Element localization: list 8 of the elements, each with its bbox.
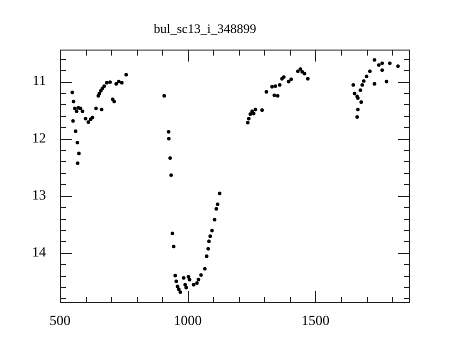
chart-title: bul_sc13_i_348899 (154, 21, 256, 36)
x-tick-label: 500 (50, 314, 70, 330)
x-tick-label: 1000 (174, 314, 202, 330)
y-tick-label: 11 (32, 74, 46, 90)
x-tick-label: 1500 (301, 314, 330, 330)
y-tick-label: 12 (32, 131, 46, 146)
y-tick-label: 14 (32, 245, 46, 260)
y-tick-label: 13 (32, 188, 46, 204)
